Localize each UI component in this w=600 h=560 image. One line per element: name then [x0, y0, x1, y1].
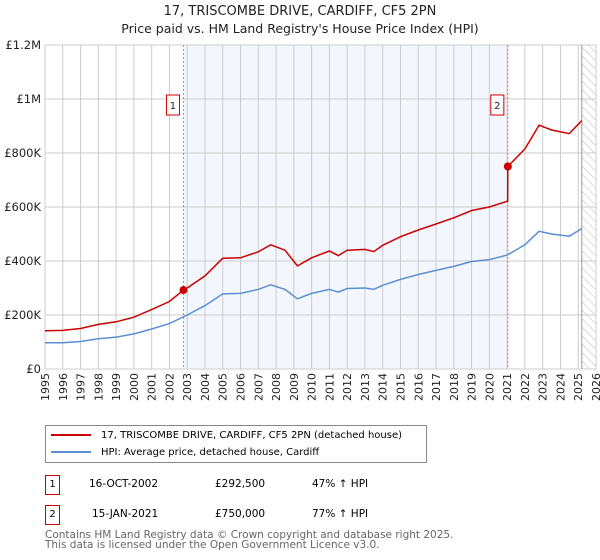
series-line [45, 227, 583, 344]
x-tick-label: 2004 [199, 373, 212, 401]
x-tick-label: 2005 [217, 373, 230, 401]
x-tick-label: 1999 [110, 373, 123, 401]
sale-date: 16-OCT-2002 [89, 478, 158, 490]
y-tick-label: £800K [4, 146, 41, 160]
x-tick-label: 2011 [323, 373, 336, 401]
x-tick-label: 2001 [146, 373, 159, 401]
sale-label: 1 [170, 101, 176, 112]
x-tick-label: 2020 [483, 373, 496, 401]
footer-line: This data is licensed under the Open Gov… [45, 539, 380, 551]
x-tick-label: 1997 [75, 373, 88, 401]
legend-label: 17, TRISCOMBE DRIVE, CARDIFF, CF5 2PN (d… [101, 429, 403, 441]
x-tick-label: 2026 [590, 373, 600, 401]
x-tick-label: 2008 [270, 373, 283, 401]
sale-hpi: 47% ↑ HPI [312, 478, 369, 490]
y-tick-label: £1.2M [5, 38, 41, 52]
y-tick-label: £0 [26, 362, 41, 376]
x-tick-label: 1998 [92, 373, 105, 401]
y-tick-label: £1M [16, 92, 41, 106]
footer-line: Contains HM Land Registry data © Crown c… [45, 529, 454, 541]
legend-item-hpi: HPI: Average price, detached house, Card… [46, 444, 319, 460]
x-tick-label: 1996 [57, 373, 70, 401]
footer: Contains HM Land Registry data © Crown c… [45, 529, 454, 551]
transaction-row: 1 16-OCT-2002 £292,500 47% ↑ HPI [45, 475, 445, 495]
x-tick-label: 2023 [537, 373, 550, 401]
chart-subtitle: Price paid vs. HM Land Registry's House … [121, 21, 479, 36]
sale-price: £292,500 [215, 478, 266, 490]
legend-swatch [51, 451, 91, 453]
x-tick-label: 2019 [466, 373, 479, 401]
x-tick-label: 2015 [394, 373, 407, 401]
sale-label-box [490, 94, 505, 116]
x-tick-label: 2018 [448, 373, 461, 401]
chart-title: 17, TRISCOMBE DRIVE, CARDIFF, CF5 2PN [163, 4, 437, 19]
x-tick-label: 2000 [128, 373, 141, 401]
y-tick-label: £200K [4, 308, 41, 322]
x-tick-label: 2003 [181, 373, 194, 401]
legend-item-property: 17, TRISCOMBE DRIVE, CARDIFF, CF5 2PN (d… [46, 427, 402, 443]
sale-point [179, 286, 188, 295]
sale-hpi: 77% ↑ HPI [312, 508, 369, 520]
x-tick-label: 1995 [39, 373, 52, 401]
sale-price: £750,000 [215, 508, 266, 520]
x-tick-label: 2009 [288, 373, 301, 401]
x-tick-label: 2024 [554, 373, 567, 401]
x-tick-label: 2013 [359, 373, 372, 401]
x-tick-label: 2014 [377, 373, 390, 401]
x-tick-label: 2012 [341, 373, 354, 401]
sale-badge: 2 [45, 505, 60, 525]
x-tick-label: 2002 [163, 373, 176, 401]
x-tick-label: 2022 [519, 373, 532, 401]
x-tick-label: 2010 [306, 373, 319, 401]
sale-label: 2 [494, 101, 500, 112]
legend-label: HPI: Average price, detached house, Card… [101, 446, 320, 458]
legend: 17, TRISCOMBE DRIVE, CARDIFF, CF5 2PN (d… [45, 425, 427, 463]
sale-point [503, 162, 512, 171]
x-tick-label: 2007 [252, 373, 265, 401]
x-tick-label: 2006 [235, 373, 248, 401]
y-tick-label: £600K [4, 200, 41, 214]
sale-date: 15-JAN-2021 [92, 508, 159, 520]
x-tick-label: 2021 [501, 373, 514, 401]
x-tick-label: 2017 [430, 373, 443, 401]
transaction-row: 2 15-JAN-2021 £750,000 77% ↑ HPI [45, 505, 445, 525]
price-chart: 1995 1996 1997 1998 1999 2000 2001 2002 2003 2004… [4, 38, 600, 401]
x-tick-label: 2025 [572, 373, 585, 401]
y-tick-label: £400K [4, 254, 41, 268]
series-line [44, 120, 583, 332]
legend-swatch [51, 434, 91, 436]
x-tick-label: 2016 [412, 373, 425, 401]
sale-label-box [165, 94, 180, 116]
sale-badge: 1 [45, 475, 60, 495]
